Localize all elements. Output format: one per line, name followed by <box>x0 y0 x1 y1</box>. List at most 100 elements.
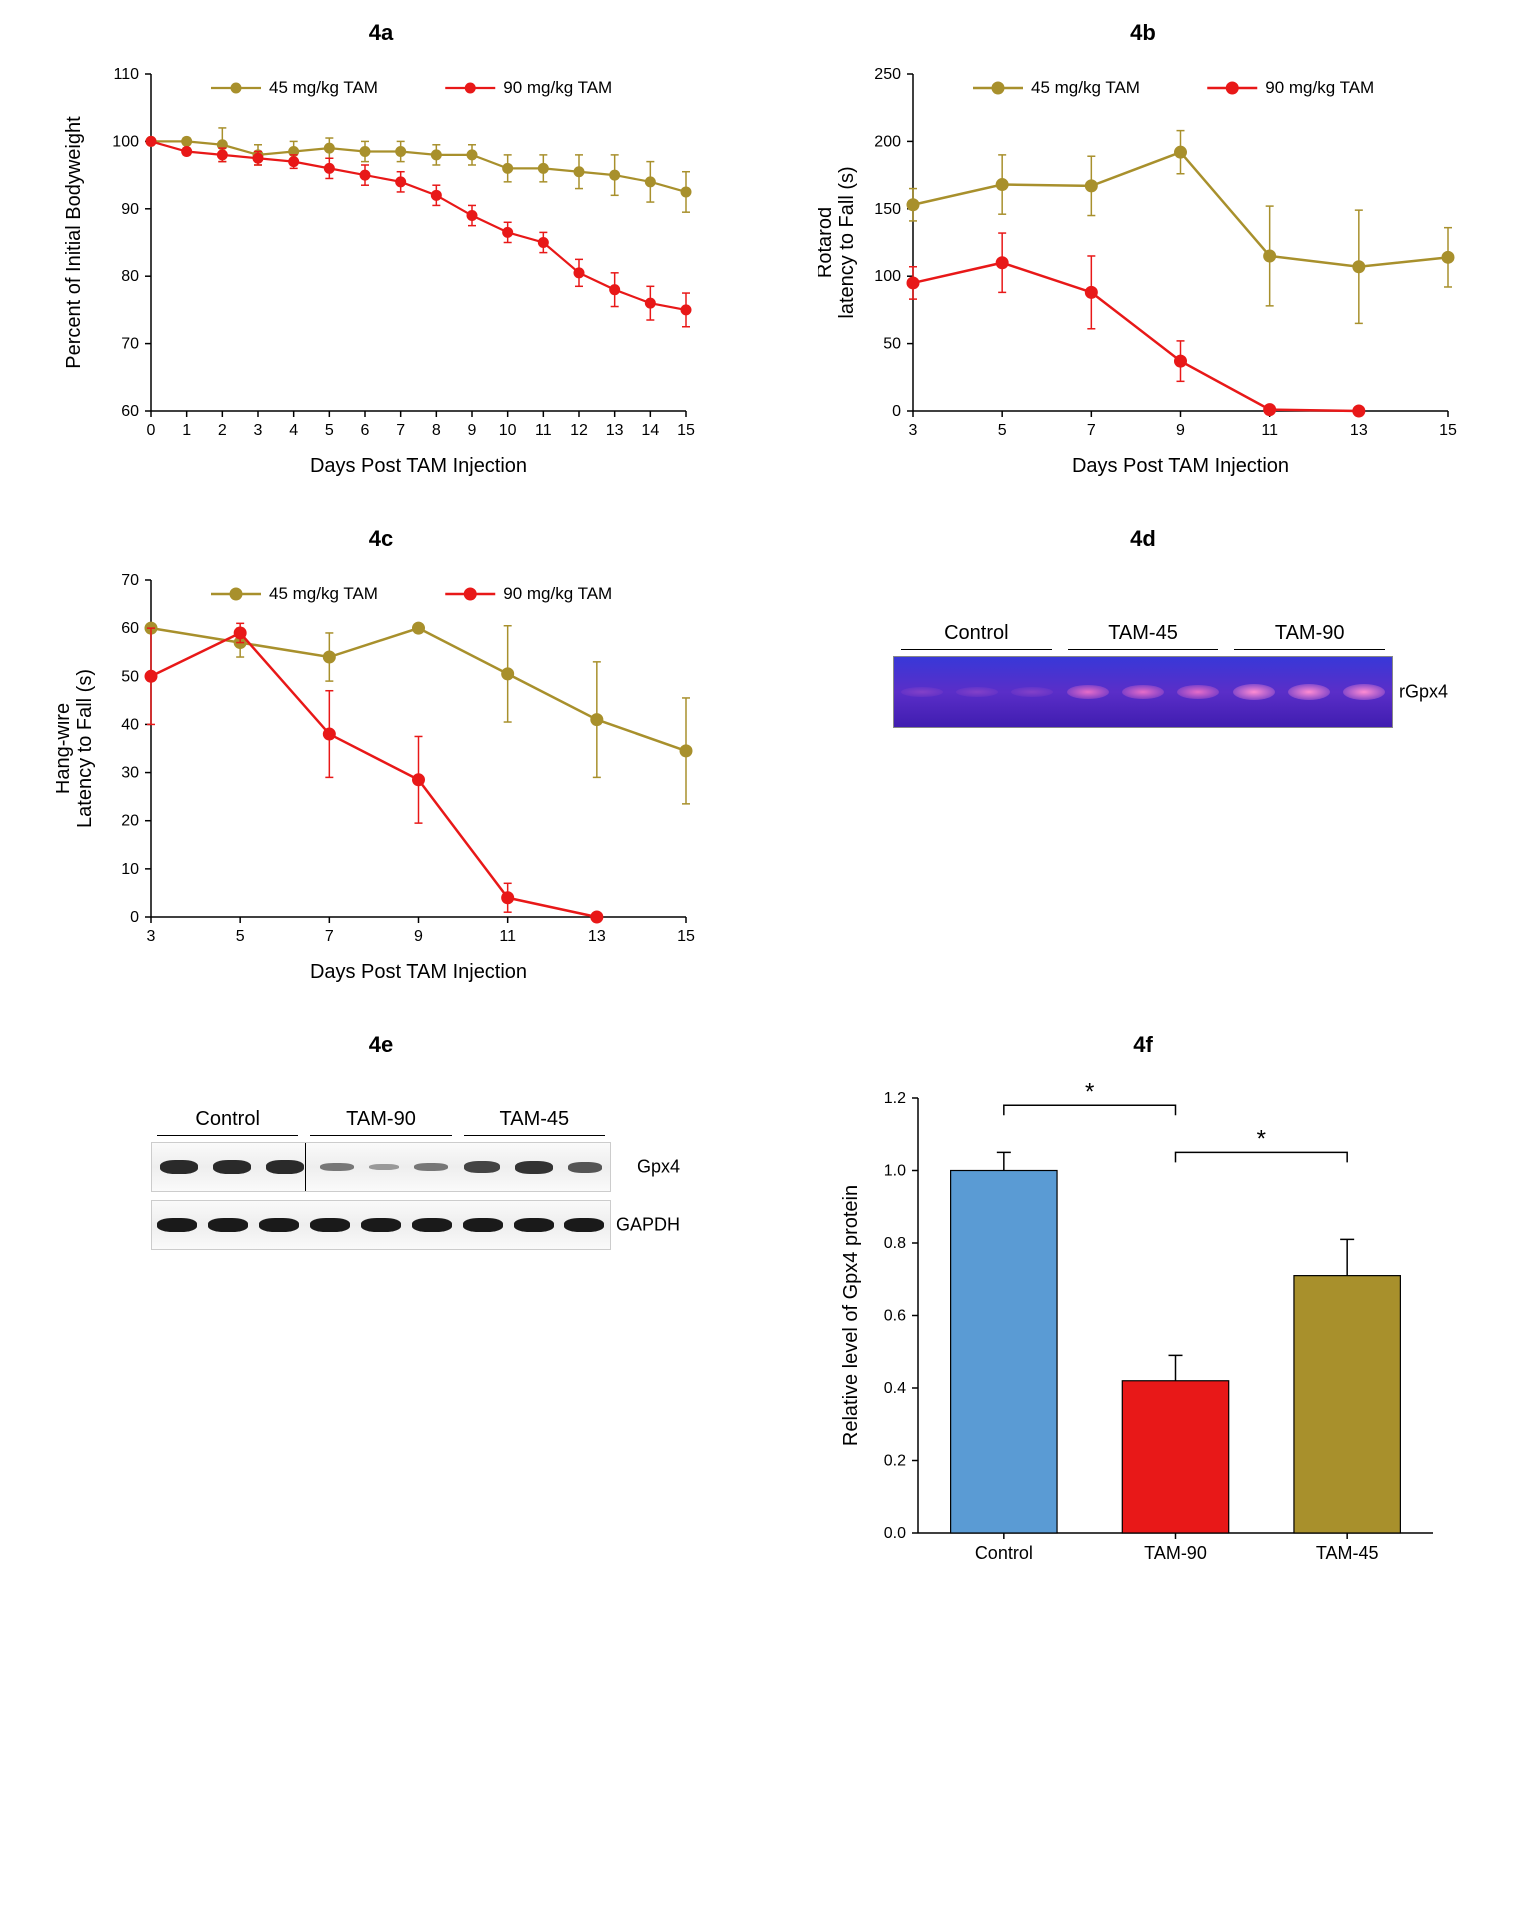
gel-label-1: TAM-45 <box>1068 622 1219 650</box>
svg-text:Days Post TAM Injection: Days Post TAM Injection <box>310 961 527 983</box>
svg-text:2: 2 <box>218 422 227 439</box>
svg-text:250: 250 <box>874 66 901 83</box>
gel-band <box>1122 685 1164 699</box>
wb-band <box>361 1218 401 1232</box>
svg-text:0.0: 0.0 <box>884 1525 906 1542</box>
gel-band <box>1343 684 1385 700</box>
svg-text:latency to Fall (s): latency to Fall (s) <box>836 166 858 318</box>
gel-4d-side-label: rGpx4 <box>1399 682 1448 703</box>
svg-text:6: 6 <box>361 422 370 439</box>
svg-text:15: 15 <box>677 422 695 439</box>
svg-text:0.8: 0.8 <box>884 1235 906 1252</box>
wb-4e-rows: Gpx4 GAPDH <box>151 1142 611 1250</box>
gel-4d-labels: Control TAM-45 TAM-90 <box>893 622 1393 650</box>
svg-text:45 mg/kg TAM: 45 mg/kg TAM <box>269 584 378 603</box>
wb-row: Gpx4 <box>151 1142 611 1192</box>
svg-text:0: 0 <box>147 422 156 439</box>
svg-text:50: 50 <box>121 668 139 685</box>
chart-4b: 3579111315050100150200250Days Post TAM I… <box>818 56 1468 486</box>
svg-text:11: 11 <box>1261 422 1278 439</box>
panel-4d-title: 4d <box>1130 526 1156 552</box>
svg-text:90: 90 <box>121 201 139 218</box>
svg-text:13: 13 <box>606 422 624 439</box>
svg-text:11: 11 <box>499 928 516 945</box>
svg-text:7: 7 <box>396 422 405 439</box>
svg-text:0: 0 <box>130 909 139 926</box>
svg-text:100: 100 <box>112 133 139 150</box>
figure-grid: 4a 012345678910111213141560708090100110D… <box>20 20 1504 1588</box>
svg-text:15: 15 <box>1439 422 1457 439</box>
wb-row-label: GAPDH <box>616 1215 680 1236</box>
gel-4d: Control TAM-45 TAM-90 rGpx4 <box>893 622 1393 728</box>
svg-text:45 mg/kg TAM: 45 mg/kg TAM <box>269 78 378 97</box>
svg-text:14: 14 <box>641 422 659 439</box>
panel-4d: 4d Control TAM-45 TAM-90 rGpx4 <box>782 526 1504 992</box>
wb-label-0: Control <box>157 1108 298 1136</box>
svg-text:50: 50 <box>883 336 901 353</box>
svg-text:3: 3 <box>909 422 918 439</box>
gel-band <box>901 687 943 697</box>
wb-label-1: TAM-90 <box>310 1108 451 1136</box>
svg-text:*: * <box>1257 1125 1266 1152</box>
wb-divider <box>305 1143 307 1191</box>
svg-text:7: 7 <box>1087 422 1096 439</box>
panel-4b: 4b 3579111315050100150200250Days Post TA… <box>782 20 1504 486</box>
svg-text:1: 1 <box>182 422 191 439</box>
svg-text:9: 9 <box>468 422 477 439</box>
wb-4e: Control TAM-90 TAM-45 Gpx4GAPDH <box>151 1108 611 1258</box>
panel-4a: 4a 012345678910111213141560708090100110D… <box>20 20 742 486</box>
svg-text:TAM-45: TAM-45 <box>1316 1543 1379 1563</box>
svg-text:200: 200 <box>874 133 901 150</box>
wb-band <box>213 1160 251 1174</box>
panel-4f: 4f 0.00.20.40.60.81.01.2Relative level o… <box>782 1032 1504 1588</box>
wb-band <box>310 1218 350 1232</box>
wb-row: GAPDH <box>151 1200 611 1250</box>
chart-4c: 3579111315010203040506070Days Post TAM I… <box>56 562 706 992</box>
panel-4c-title: 4c <box>369 526 393 552</box>
wb-band <box>266 1160 304 1174</box>
gel-label-2: TAM-90 <box>1234 622 1385 650</box>
svg-text:Control: Control <box>975 1543 1033 1563</box>
svg-text:13: 13 <box>588 928 606 945</box>
svg-text:9: 9 <box>414 928 423 945</box>
wb-band <box>259 1218 299 1232</box>
svg-text:0: 0 <box>892 403 901 420</box>
svg-text:60: 60 <box>121 620 139 637</box>
svg-text:150: 150 <box>874 201 901 218</box>
svg-text:45 mg/kg TAM: 45 mg/kg TAM <box>1031 78 1140 97</box>
svg-text:4: 4 <box>289 422 298 439</box>
svg-text:0.2: 0.2 <box>884 1453 906 1470</box>
svg-text:Days Post TAM Injection: Days Post TAM Injection <box>1072 455 1289 477</box>
svg-text:11: 11 <box>535 422 552 439</box>
svg-text:Latency to Fall (s): Latency to Fall (s) <box>74 669 96 828</box>
panel-4e-title: 4e <box>369 1032 393 1058</box>
wb-band <box>414 1163 448 1171</box>
svg-text:90 mg/kg TAM: 90 mg/kg TAM <box>503 78 612 97</box>
svg-text:5: 5 <box>998 422 1007 439</box>
wb-band <box>568 1162 602 1173</box>
wb-band <box>208 1218 248 1232</box>
svg-text:5: 5 <box>236 928 245 945</box>
wb-row-label: Gpx4 <box>637 1157 680 1178</box>
gel-band <box>1233 684 1275 700</box>
wb-band <box>412 1218 452 1232</box>
chart-4a: 012345678910111213141560708090100110Days… <box>56 56 706 486</box>
gel-band <box>1288 684 1330 700</box>
svg-text:110: 110 <box>113 66 139 83</box>
svg-text:Percent of Initial Bodyweight: Percent of Initial Bodyweight <box>63 116 85 369</box>
chart-4f: 0.00.20.40.60.81.01.2Relative level of G… <box>833 1068 1453 1588</box>
svg-text:0.6: 0.6 <box>884 1308 906 1325</box>
wb-band <box>157 1218 197 1232</box>
svg-text:Rotarod: Rotarod <box>818 207 836 278</box>
svg-text:8: 8 <box>432 422 441 439</box>
gel-label-0: Control <box>901 622 1052 650</box>
svg-text:13: 13 <box>1350 422 1368 439</box>
gel-band <box>1011 687 1053 697</box>
svg-text:Hang-wire: Hang-wire <box>56 703 74 794</box>
svg-text:1.2: 1.2 <box>884 1090 906 1107</box>
wb-band <box>320 1163 354 1171</box>
panel-4f-title: 4f <box>1133 1032 1153 1058</box>
gel-4d-image: rGpx4 <box>893 656 1393 728</box>
svg-text:5: 5 <box>325 422 334 439</box>
gel-band <box>1067 685 1109 699</box>
